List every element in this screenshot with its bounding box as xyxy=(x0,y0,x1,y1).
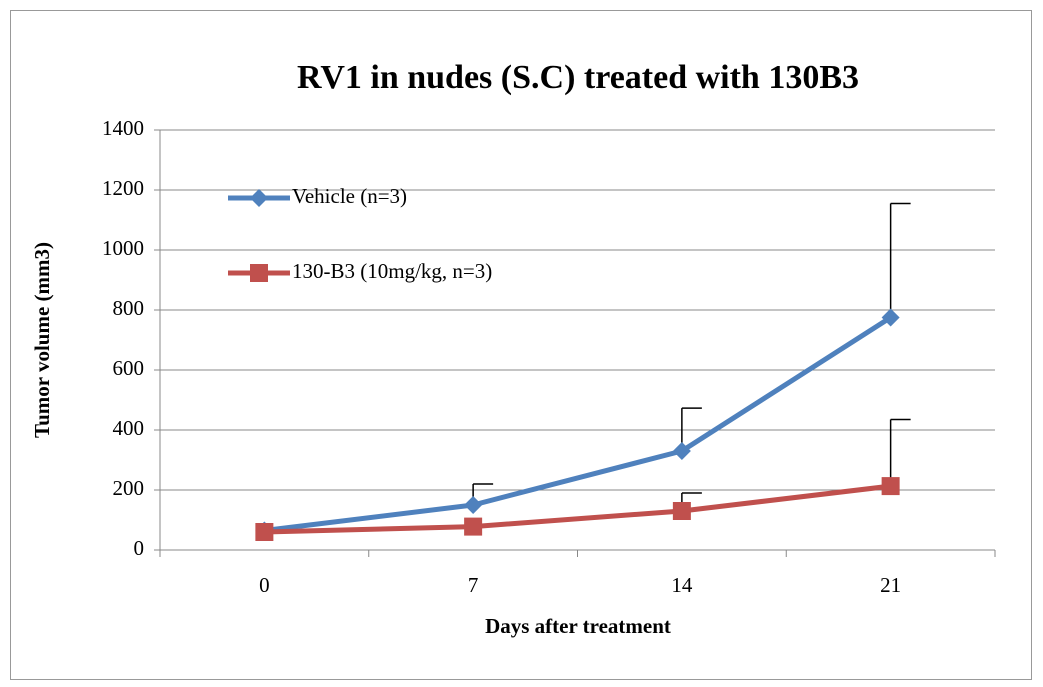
marker xyxy=(464,496,483,514)
marker xyxy=(672,442,691,460)
chart-title: RV1 in nudes (S.C) treated with 130B3 xyxy=(297,59,859,96)
y-tick-label: 200 xyxy=(113,476,145,500)
x-tick-label: 14 xyxy=(671,573,693,597)
x-tick-label: 7 xyxy=(468,573,479,597)
y-tick-label: 1000 xyxy=(102,236,144,260)
y-tick-label: 800 xyxy=(113,296,145,320)
chart-frame xyxy=(10,10,1032,680)
marker xyxy=(881,477,900,496)
error-bar xyxy=(889,418,911,487)
y-axis-label: Tumor volume (mm3) xyxy=(30,242,54,438)
marker xyxy=(672,502,691,520)
legend-marker xyxy=(250,264,268,282)
error-bar xyxy=(889,202,911,318)
y-tick-label: 600 xyxy=(113,356,145,380)
marker xyxy=(255,523,274,541)
marker xyxy=(881,308,900,327)
x-tick-label: 0 xyxy=(259,573,270,597)
x-tick-label: 21 xyxy=(880,573,901,597)
legend-label: Vehicle (n=3) xyxy=(292,184,407,208)
y-tick-label: 1200 xyxy=(102,176,144,200)
series-line xyxy=(264,315,892,533)
legend-marker xyxy=(250,189,268,207)
series-line xyxy=(264,483,891,535)
y-tick-label: 0 xyxy=(134,536,145,560)
x-axis-label: Days after treatment xyxy=(485,614,671,638)
marker xyxy=(464,517,483,536)
y-tick-label: 1400 xyxy=(102,116,144,140)
y-tick-label: 400 xyxy=(113,416,145,440)
legend-label: 130-B3 (10mg/kg, n=3) xyxy=(292,259,492,283)
